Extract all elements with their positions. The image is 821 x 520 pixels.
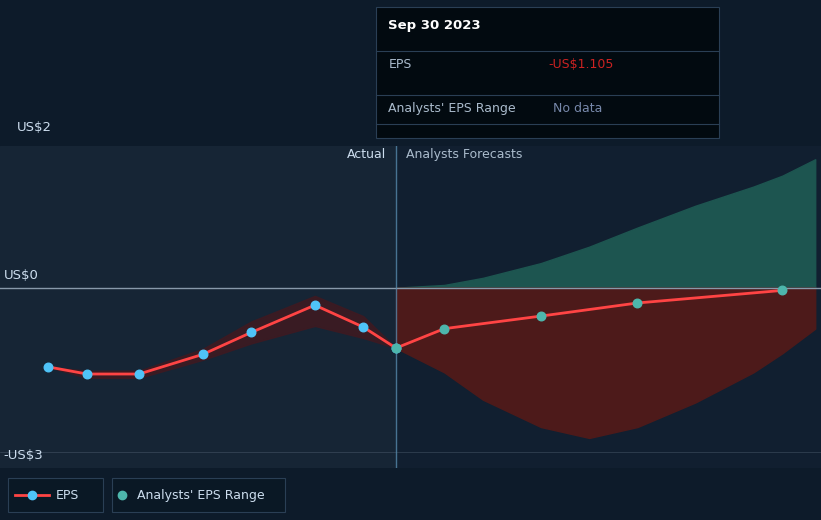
Point [776, 286, 789, 294]
Point [389, 344, 402, 352]
Text: Analysts' EPS Range: Analysts' EPS Range [137, 489, 264, 502]
Text: Actual: Actual [347, 148, 387, 161]
Point [132, 370, 145, 378]
Text: EPS: EPS [388, 58, 411, 71]
Point [438, 324, 451, 333]
Point [245, 328, 258, 336]
Point [356, 323, 369, 331]
Bar [8, 478, 103, 512]
Text: -US$3: -US$3 [4, 449, 44, 462]
Text: Analysts Forecasts: Analysts Forecasts [406, 148, 522, 161]
Text: EPS: EPS [56, 489, 79, 502]
Point [631, 299, 644, 307]
Text: US$2: US$2 [16, 121, 52, 134]
Bar [376, 7, 719, 138]
Bar [112, 478, 285, 512]
Point [309, 301, 322, 309]
Text: Analysts' EPS Range: Analysts' EPS Range [388, 102, 516, 115]
Text: US$0: US$0 [4, 269, 39, 282]
Point [80, 370, 94, 378]
Text: Sep 30 2023: Sep 30 2023 [388, 19, 481, 32]
Text: -US$1.105: -US$1.105 [548, 58, 614, 71]
Text: No data: No data [553, 102, 602, 115]
Point [534, 312, 548, 320]
Point [42, 363, 55, 371]
Bar [0, 146, 396, 468]
Point [389, 344, 402, 352]
Point [196, 350, 209, 358]
